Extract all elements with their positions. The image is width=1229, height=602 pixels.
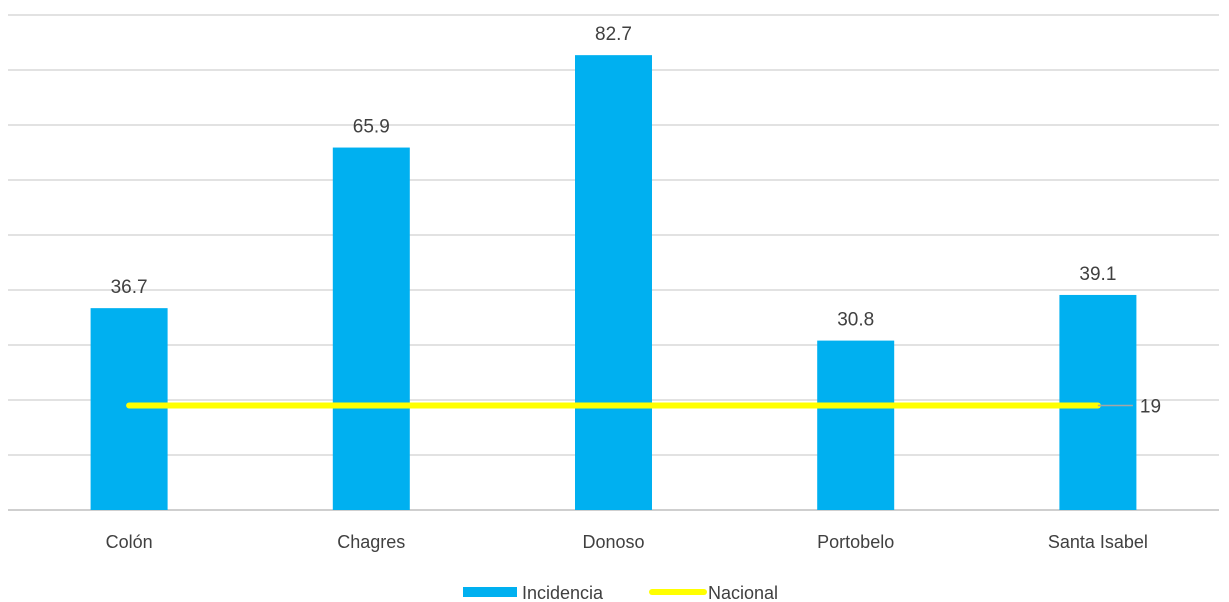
x-tick-label: Santa Isabel — [1048, 532, 1148, 552]
bar — [90, 308, 168, 510]
data-label: 39.1 — [1079, 264, 1116, 285]
data-label: 65.9 — [353, 117, 390, 138]
data-labels: 36.7 65.9 82.7 30.8 39.1 — [111, 24, 1117, 330]
x-tick-label: Chagres — [337, 532, 405, 552]
legend-label-nacional: Nacional — [708, 583, 778, 602]
bar — [332, 147, 410, 511]
data-label: 30.8 — [837, 310, 874, 331]
bars — [90, 55, 1137, 511]
x-axis-tick-labels: Colón Chagres Donoso Portobelo Santa Isabel — [106, 532, 1148, 552]
x-tick-label: Colón — [106, 532, 153, 552]
legend-label-incidencia: Incidencia — [522, 583, 604, 602]
bar — [817, 340, 895, 510]
data-label: 36.7 — [111, 277, 148, 298]
nacional-value-label: 19 — [1140, 397, 1161, 418]
bar — [575, 55, 652, 511]
legend-swatch-incidencia — [463, 587, 517, 597]
data-label: 82.7 — [595, 24, 632, 45]
nacional-line-group: 19 — [126, 397, 1161, 418]
legend: Incidencia Nacional — [463, 583, 778, 602]
x-tick-label: Portobelo — [817, 532, 894, 552]
bar — [1059, 294, 1137, 510]
x-tick-label: Donoso — [582, 532, 644, 552]
